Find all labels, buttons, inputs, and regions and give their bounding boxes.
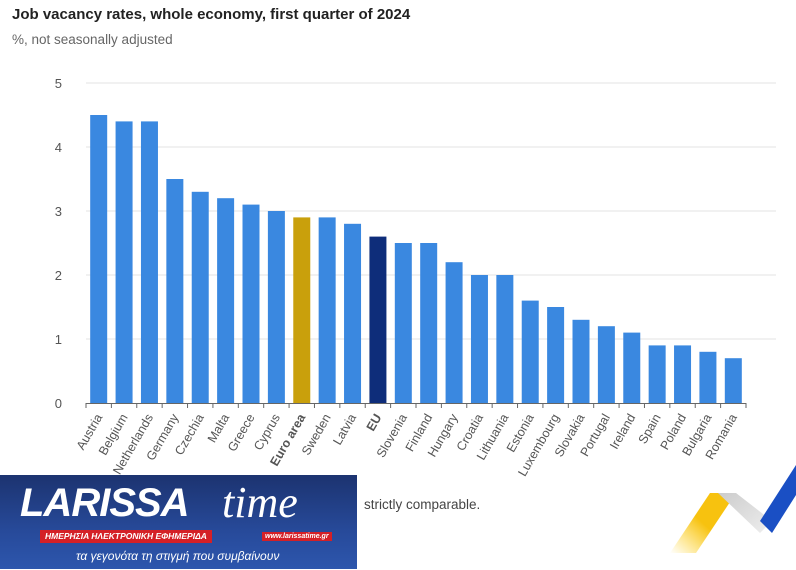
bar-estonia <box>521 300 539 403</box>
bar-netherlands <box>140 121 158 404</box>
logo-slogan: τα γεγονότα τη στιγμή που συμβαίνουν <box>76 549 280 563</box>
chart-subtitle: %, not seasonally adjusted <box>12 32 173 47</box>
bar-lithuania <box>496 275 514 403</box>
x-tick-label: Latvia <box>330 411 359 447</box>
bar-luxembourg <box>547 307 565 403</box>
bar-latvia <box>344 223 362 403</box>
bar-slovenia <box>394 243 412 403</box>
y-tick-label: 5 <box>55 76 62 91</box>
bar-sweden <box>318 217 336 403</box>
chart-title: Job vacancy rates, whole economy, first … <box>12 6 411 23</box>
logo-name-time: time <box>222 478 298 527</box>
bar-cyprus <box>267 211 285 403</box>
eurostat-logo-icon <box>670 465 796 553</box>
bar-eu <box>369 236 387 403</box>
y-tick-label: 2 <box>55 268 62 283</box>
bar-belgium <box>115 121 133 404</box>
y-tick-label: 3 <box>55 204 62 219</box>
bar-czechia <box>191 191 209 403</box>
bar-chart: 012345AustriaBelgiumNetherlandsGermanyCz… <box>55 76 776 479</box>
bar-spain <box>648 345 666 403</box>
bar-portugal <box>597 326 615 403</box>
bar-hungary <box>445 262 463 403</box>
bar-greece <box>242 204 260 403</box>
bar-ireland <box>623 332 641 403</box>
x-tick-label: Ireland <box>607 411 638 451</box>
footnote: strictly comparable. <box>364 497 481 512</box>
logo-url: www.larissatime.gr <box>262 532 332 541</box>
bar-romania <box>724 358 742 403</box>
bar-finland <box>420 243 438 403</box>
larissatime-logo[interactable]: LARISSA time www.larissatime.gr ΗΜΕΡΗΣΙΑ… <box>0 475 357 569</box>
y-tick-label: 0 <box>55 396 62 411</box>
x-tick-label: EU <box>364 412 385 434</box>
bar-austria <box>90 115 108 403</box>
bar-malta <box>217 198 235 403</box>
bar-croatia <box>470 275 488 403</box>
bar-bulgaria <box>699 351 717 403</box>
bar-poland <box>674 345 692 403</box>
logo-name: LARISSA <box>20 481 190 525</box>
bar-slovakia <box>572 319 590 403</box>
y-tick-label: 1 <box>55 332 62 347</box>
y-tick-label: 4 <box>55 140 62 155</box>
logo-tagline: ΗΜΕΡΗΣΙΑ ΗΛΕΚΤΡΟΝΙΚΗ ΕΦΗΜΕΡΙΔΑ <box>40 530 212 543</box>
bar-germany <box>166 179 184 403</box>
bar-euro-area <box>293 217 311 403</box>
